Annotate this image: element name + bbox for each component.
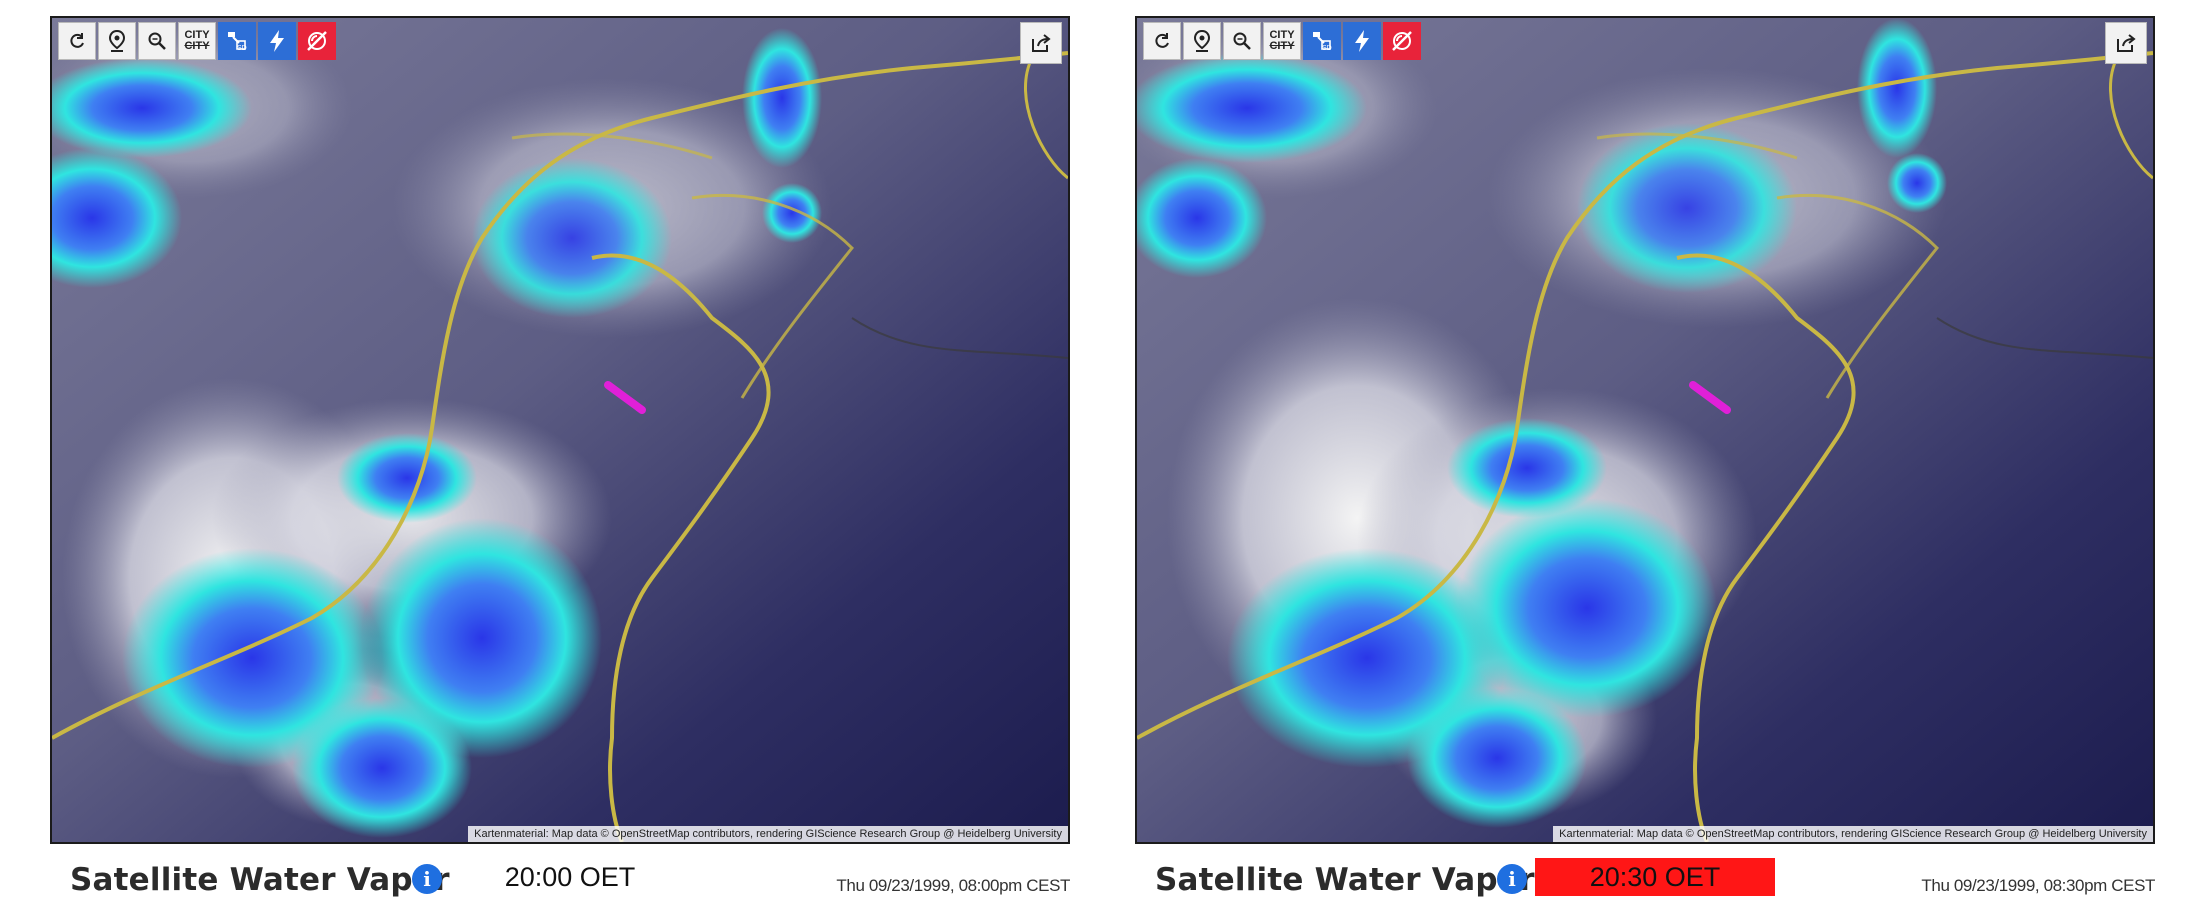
lightning-button[interactable] <box>258 22 296 60</box>
timestamp: Thu 09/23/1999, 08:00pm CEST <box>836 876 1070 895</box>
radar-toggle-button[interactable] <box>298 22 336 60</box>
satellite-button[interactable]: SD <box>218 22 256 60</box>
location-marker <box>604 381 646 414</box>
panel-caption: Satellite Water Vapor i 20:00 OET Thu 09… <box>70 858 1070 904</box>
radar-panel-right: CITY CITY SD Kartenmaterial: Map data © O… <box>1085 0 2165 910</box>
map-attribution: Kartenmaterial: Map data © OpenStreetMap… <box>468 826 1068 842</box>
info-icon[interactable]: i <box>1497 864 1527 894</box>
layer-title: Satellite Water Vapor <box>1155 862 1535 898</box>
time-label: 20:30 OET <box>1535 858 1775 896</box>
lightning-button[interactable] <box>1343 22 1381 60</box>
radar-toggle-button[interactable] <box>1383 22 1421 60</box>
location-button[interactable] <box>1183 22 1221 60</box>
map-attribution: Kartenmaterial: Map data © OpenStreetMap… <box>1553 826 2153 842</box>
refresh-icon <box>70 33 84 48</box>
satellite-icon: SD <box>1313 32 1332 52</box>
svg-text:SD: SD <box>237 45 247 52</box>
radar-off-icon <box>307 31 327 51</box>
svg-text:SD: SD <box>1322 45 1332 52</box>
info-icon[interactable]: i <box>412 864 442 894</box>
map-toolbar: CITY CITY SD <box>58 22 336 60</box>
zoom-icon <box>148 32 166 50</box>
refresh-button[interactable] <box>58 22 96 60</box>
map-toolbar: CITY CITY SD <box>1143 22 1421 60</box>
location-button[interactable] <box>98 22 136 60</box>
satellite-button[interactable]: SD <box>1303 22 1341 60</box>
zoom-button[interactable] <box>1223 22 1261 60</box>
city-labels-label: CITY CITY <box>1269 29 1295 52</box>
zoom-icon <box>1233 32 1251 50</box>
satellite-map[interactable] <box>1137 18 2153 842</box>
share-button[interactable] <box>2105 22 2147 64</box>
radar-panel-left: CITY CITY SD Kartenmaterial: Map data © O… <box>0 0 1080 910</box>
time-label: 20:00 OET <box>504 862 636 892</box>
share-button[interactable] <box>1020 22 1062 64</box>
city-labels-button[interactable]: CITY CITY <box>1263 22 1301 60</box>
city-labels-button[interactable]: CITY CITY <box>178 22 216 60</box>
location-pin-icon <box>108 30 126 52</box>
satellite-icon: SD <box>228 32 247 52</box>
timestamp: Thu 09/23/1999, 08:30pm CEST <box>1921 876 2155 895</box>
lightning-icon <box>1355 30 1369 52</box>
zoom-button[interactable] <box>138 22 176 60</box>
lightning-icon <box>270 30 284 52</box>
city-labels-label: CITY CITY <box>184 29 210 52</box>
share-icon <box>2117 34 2136 52</box>
share-icon <box>1032 34 1051 52</box>
map-view[interactable]: CITY CITY SD Kartenmaterial: Map data © O… <box>1135 16 2155 844</box>
satellite-map[interactable] <box>52 18 1068 842</box>
location-pin-icon <box>1193 30 1211 52</box>
layer-title: Satellite Water Vapor <box>70 862 450 898</box>
radar-off-icon <box>1392 31 1412 51</box>
map-view[interactable]: CITY CITY SD Kartenmaterial: Map data © O… <box>50 16 1070 844</box>
refresh-icon <box>1155 33 1169 48</box>
refresh-button[interactable] <box>1143 22 1181 60</box>
panel-caption: Satellite Water Vapor i 20:30 OET Thu 09… <box>1155 858 2155 904</box>
location-marker <box>1689 381 1731 414</box>
